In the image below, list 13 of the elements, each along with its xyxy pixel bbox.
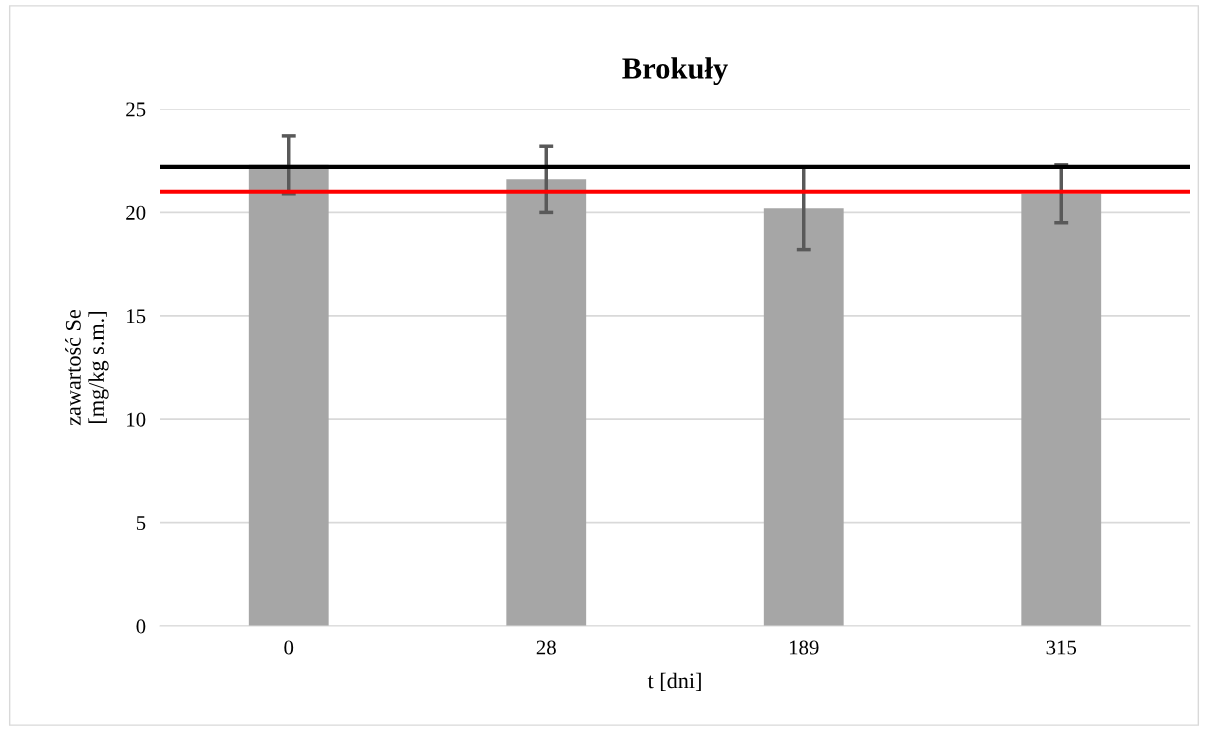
y-tick-label: 0 [136, 619, 146, 634]
y-tick-label: 10 [127, 412, 146, 427]
y-axis-title: zawartość Se [mg/kg s.m.] [65, 309, 109, 426]
y-tick-label: 15 [127, 309, 146, 324]
x-tick-label: 315 [1046, 640, 1077, 655]
y-tick-label: 20 [126, 205, 146, 220]
chart-title: Brokuły [622, 57, 728, 86]
y-tick-label: 5 [136, 516, 146, 531]
x-tick-label: 189 [789, 640, 819, 655]
x-tick-label: 0 [284, 640, 294, 655]
y-tick-label: 25 [126, 102, 146, 117]
x-tick-label: 28 [536, 640, 556, 655]
x-axis-title: t [dni] [647, 672, 701, 692]
